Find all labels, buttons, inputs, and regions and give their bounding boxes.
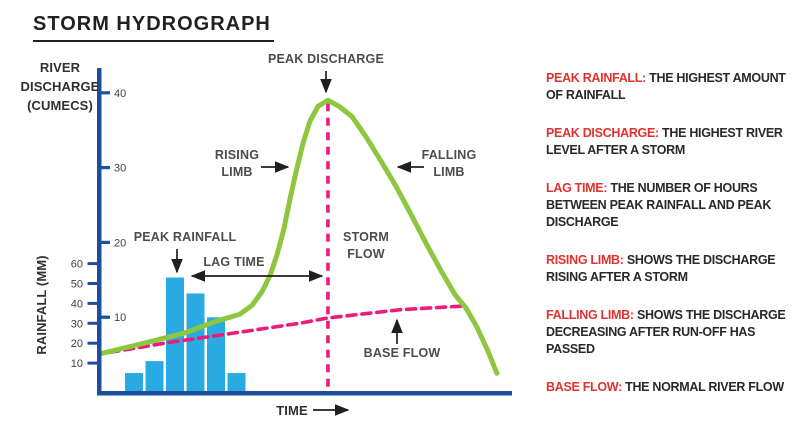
rainfall-tick-label: 10 [71,358,83,370]
discharge-tick-label: 30 [114,163,126,175]
page-title: STORM HYDROGRAPH [33,13,274,42]
discharge-axis-label-line3: (CUMECS) [27,98,93,113]
discharge-tick [101,166,110,170]
definition-term: PEAK DISCHARGE: [546,126,659,140]
rainfall-bar [207,317,225,392]
definition-term: BASE FLOW: [546,380,622,394]
discharge-tick-label: 20 [114,237,126,249]
rainfall-tick [87,361,98,365]
definition-entry: RISING LIMB: SHOWS THE DISCHARGE RISING … [546,252,789,286]
definition-entry: PEAK RAINFALL: THE HIGHEST AMOUNT OF RAI… [546,70,789,104]
rainfall-bar [186,293,205,392]
definition-text: THE NORMAL RIVER FLOW [621,380,784,394]
storm-flow-label-line2: FLOW [347,247,385,261]
definition-entry: LAG TIME: THE NUMBER OF HOURS BETWEEN PE… [546,180,789,231]
rainfall-axis-label: RAINFALL (MM) [34,255,49,354]
definition-term: RISING LIMB: [546,253,624,267]
base-flow-curve [108,304,467,355]
rainfall-bar [125,373,143,392]
axes: 40 30 20 10 60 50 40 30 20 10 [71,68,512,396]
peak-rainfall-label: PEAK RAINFALL [134,230,237,244]
definition-text: THE HIGHEST AMOUNT OF RAINFALL [546,71,786,102]
rainfall-bar [227,373,246,392]
discharge-tick [101,315,110,319]
rainfall-tick-label: 40 [71,298,83,310]
rainfall-tick-label: 20 [71,338,83,350]
definition-term: FALLING LIMB: [546,308,634,322]
storm-flow-label-line1: STORM [343,230,389,244]
x-axis-line [97,391,512,396]
rainfall-tick [87,282,98,285]
rainfall-bar [145,361,164,392]
hydrograph-chart: 40 30 20 10 60 50 40 30 20 10 RIVER DISCHARGE (CU… [21,52,512,418]
falling-limb-label-line1: FALLING [422,148,477,162]
discharge-tick-label: 40 [114,88,126,100]
definition-entry: PEAK DISCHARGE: THE HIGHEST RIVER LEVEL … [546,125,789,159]
definition-term: PEAK RAINFALL: [546,71,646,85]
rainfall-tick-label: 30 [71,318,83,330]
rising-limb-label-line2: LIMB [221,165,252,179]
base-flow-label: BASE FLOW [364,346,441,360]
rainfall-tick-label: 50 [71,279,83,291]
time-axis-label: TIME [276,403,308,418]
curves [97,97,500,389]
definition-entry: FALLING LIMB: SHOWS THE DISCHARGE DECREA… [546,307,789,358]
discharge-axis-label-line1: RIVER [40,60,81,75]
definition-entry: BASE FLOW: THE NORMAL RIVER FLOW [546,379,789,396]
rainfall-tick-label: 60 [71,259,83,271]
definition-term: LAG TIME: [546,181,608,195]
rainfall-tick [87,341,98,345]
rainfall-tick [87,262,98,266]
discharge-tick [101,91,110,95]
definitions-panel: PEAK RAINFALL: THE HIGHEST AMOUNT OF RAI… [546,70,789,417]
rising-limb-label-line1: RISING [215,148,259,162]
lag-time-label: LAG TIME [203,255,264,269]
rainfall-tick [87,321,98,325]
definition-text: SHOWS THE DISCHARGE RISING AFTER A STORM [546,253,776,284]
definition-text: SHOWS THE DISCHARGE DECREASING AFTER RUN… [546,308,786,356]
rainfall-tick [87,301,98,305]
peak-discharge-label: PEAK DISCHARGE [268,52,384,66]
definition-text: THE NUMBER OF HOURS BETWEEN PEAK RAINFAL… [546,181,772,229]
falling-limb-label-line2: LIMB [433,165,464,179]
discharge-curve [97,97,500,376]
y-axis-line [97,68,102,394]
discharge-axis-label-line2: DISCHARGE [21,79,100,94]
definition-text: THE HIGHEST RIVER LEVEL AFTER A STORM [546,126,783,157]
discharge-tick [101,240,110,244]
discharge-tick-label: 10 [114,312,126,324]
